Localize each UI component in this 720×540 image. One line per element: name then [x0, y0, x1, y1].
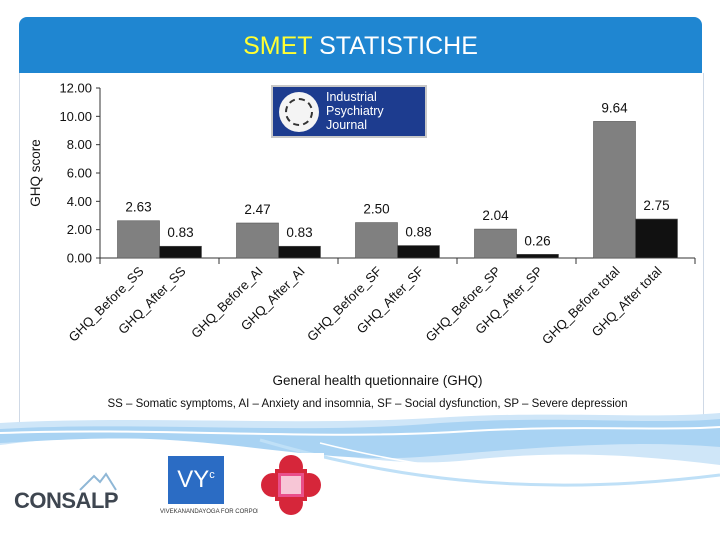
- category-label: GHQ_Before_SP: [423, 264, 504, 345]
- y-tick-label: 0.00: [67, 251, 92, 266]
- bar-value-label: 0.83: [167, 225, 193, 240]
- bar-value-label: 2.47: [244, 202, 270, 217]
- journal-seal-ring: [285, 98, 313, 126]
- slide-title: SMET STATISTICHE: [19, 31, 702, 61]
- bar: [117, 220, 160, 259]
- bar-value-label: 2.63: [125, 200, 151, 215]
- journal-logo-text: Industrial Psychiatry Journal: [326, 90, 426, 132]
- industrial-psychiatry-journal-logo: Industrial Psychiatry Journal: [271, 85, 427, 138]
- bar: [593, 121, 636, 259]
- bar-value-label: 2.75: [643, 198, 669, 213]
- bar: [159, 245, 202, 259]
- bar: [278, 245, 321, 259]
- consalp-logo: CONSALP: [14, 470, 134, 520]
- vivekananda-yoga-logo: VYc VIVEKANANDAYOGA FOR CORPORATIONS: [160, 452, 283, 532]
- y-tick-label: 6.00: [67, 166, 92, 181]
- bar-value-label: 0.88: [405, 225, 431, 240]
- bar: [397, 245, 440, 259]
- journal-seal-icon: [279, 92, 319, 132]
- category-label: GHQ_Before_AI: [188, 264, 266, 342]
- bar: [355, 222, 398, 259]
- vy-caption: VIVEKANANDAYOGA FOR CORPORATIONS: [160, 509, 284, 515]
- journal-logo-line: Journal: [326, 118, 367, 132]
- y-tick-label: 12.00: [59, 81, 92, 96]
- journal-logo-line: Industrial: [326, 90, 377, 104]
- y-tick-label: 2.00: [67, 222, 92, 237]
- vy-mark-sup: c: [209, 469, 215, 481]
- title-bar: SMET STATISTICHE: [19, 17, 702, 73]
- bar-value-label: 0.26: [524, 233, 550, 248]
- bar: [516, 254, 559, 259]
- consalp-logo-text: CONSALP: [14, 488, 119, 513]
- y-tick-label: 8.00: [67, 137, 92, 152]
- x-axis-title: General health quetionnaire (GHQ): [272, 373, 482, 388]
- mountain-icon: [79, 472, 117, 491]
- yoga-lotus-logo: [258, 453, 324, 517]
- category-label: GHQ_Before_SF: [304, 263, 385, 344]
- bar-value-label: 2.50: [363, 202, 389, 217]
- bar-value-label: 0.83: [286, 225, 312, 240]
- bar: [635, 218, 678, 259]
- vy-mark-text: VY: [177, 466, 210, 493]
- y-tick-label: 10.00: [59, 109, 92, 124]
- category-label: GHQ_Before total: [539, 263, 623, 347]
- bar: [474, 228, 517, 259]
- title-rest-word: STATISTICHE: [319, 32, 478, 60]
- ghq-bar-chart: 0.00 2.00 4.00 6.00 8.00 10.00 12.00 GHQ score 2…: [28, 81, 696, 410]
- bar-value-label: 2.04: [482, 208, 509, 223]
- title-accent-word: SMET: [243, 32, 313, 60]
- bar-value-label: 9.64: [601, 100, 628, 115]
- bar: [236, 222, 279, 259]
- category-label: GHQ_Before_SS: [66, 263, 147, 344]
- chart-footnote: SS – Somatic symptoms, AI – Anxiety and …: [107, 398, 627, 410]
- vy-mark: VYc: [168, 456, 224, 504]
- y-tick-label: 4.00: [67, 194, 92, 209]
- journal-logo-line: Psychiatry: [326, 104, 384, 118]
- y-axis-title: GHQ score: [28, 139, 43, 207]
